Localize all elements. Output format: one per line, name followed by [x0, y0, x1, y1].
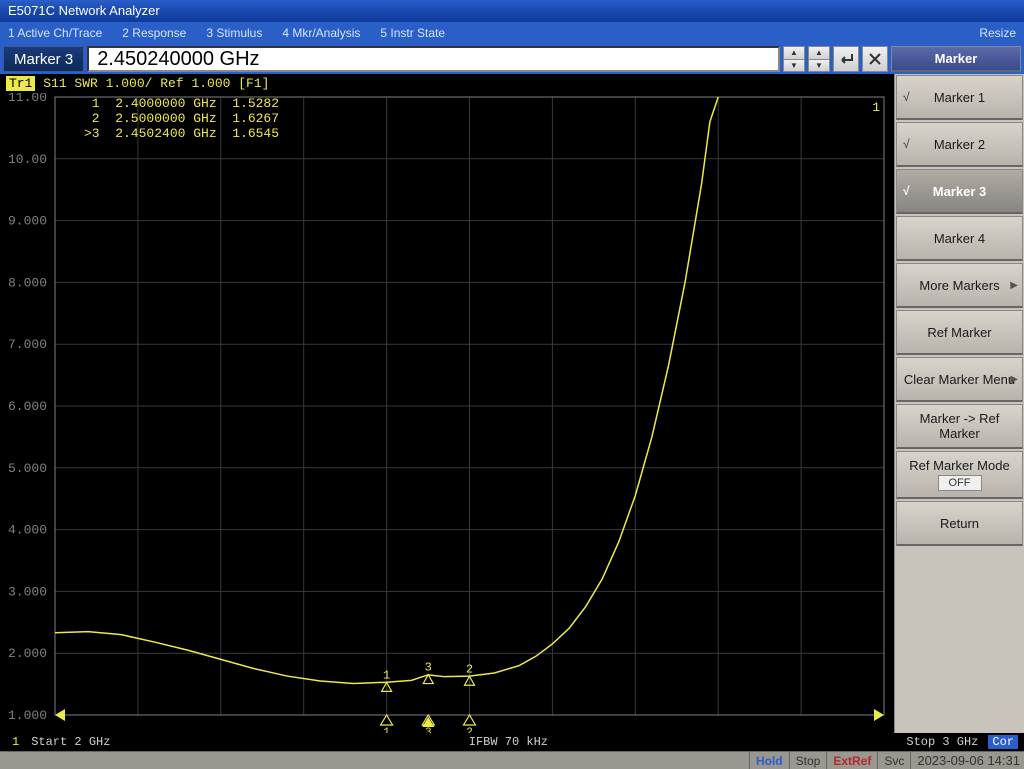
status-stop: Stop [789, 752, 827, 769]
correction-badge: Cor [988, 735, 1018, 749]
menubar: 1 Active Ch/Trace 2 Response 3 Stimulus … [0, 22, 1024, 44]
marker-readout: 1 2.4000000 GHz 1.5282 2 2.5000000 GHz 1… [84, 97, 279, 142]
svg-text:9.000: 9.000 [8, 214, 47, 229]
menu-active-ch[interactable]: 1 Active Ch/Trace [4, 24, 106, 42]
svg-text:10.00: 10.00 [8, 152, 47, 167]
ifbw-label[interactable]: IFBW 70 kHz [116, 735, 900, 749]
channel-info-bar: 1 Start 2 GHz IFBW 70 kHz Stop 3 GHz Cor [0, 733, 1024, 751]
spinner-down-icon[interactable]: ▼ [784, 60, 804, 72]
svg-text:1.000: 1.000 [8, 708, 47, 723]
menu-stimulus[interactable]: 3 Stimulus [202, 24, 266, 42]
softkey-label: Marker 3 [933, 184, 986, 199]
enter-button[interactable] [833, 46, 859, 72]
softkey-5[interactable]: More Markers ▶ [896, 263, 1023, 308]
marker-input-value[interactable]: 2.450240000 GHz [87, 46, 780, 72]
softkey-2[interactable]: √ Marker 2 [896, 122, 1023, 167]
softkey-1[interactable]: √ Marker 1 [896, 75, 1023, 120]
spinner-down-icon[interactable]: ▼ [809, 60, 829, 72]
window-titlebar: E5071C Network Analyzer [0, 0, 1024, 22]
svg-text:3.000: 3.000 [8, 584, 47, 599]
trace-header: Tr1 S11 SWR 1.000/ Ref 1.000 [F1] [0, 74, 894, 93]
status-extref: ExtRef [826, 752, 877, 769]
svg-text:2: 2 [466, 662, 473, 676]
softkey-6[interactable]: Ref Marker [896, 310, 1023, 355]
submenu-arrow-icon: ▶ [1010, 280, 1018, 291]
check-icon: √ [903, 90, 910, 104]
marker-coarse-spinner[interactable]: ▲ ▼ [808, 46, 830, 72]
plot-canvas[interactable]: 1.000 2.000 3.000 4.000 5.000 6.000 7.000 8.000… [0, 93, 894, 733]
softkey-label: Return [940, 516, 979, 531]
close-button[interactable] [862, 46, 888, 72]
check-icon: √ [903, 184, 910, 198]
softkey-label: Ref Marker [927, 325, 991, 340]
softkey-4[interactable]: Marker 4 [896, 216, 1023, 261]
softkey-3[interactable]: √ Marker 3 [896, 169, 1023, 214]
start-freq-label[interactable]: Start 2 GHz [25, 735, 116, 749]
softkey-label: Marker 4 [934, 231, 985, 246]
status-datetime: 2023-09-06 14:31 [910, 752, 1024, 769]
trace-label-active[interactable]: Tr1 [6, 76, 35, 91]
softkey-label: Ref Marker Mode [909, 458, 1009, 473]
softkey-title: Marker [891, 46, 1021, 72]
svg-text:3: 3 [425, 727, 432, 733]
trace-format-label: S11 SWR 1.000/ Ref 1.000 [F1] [43, 76, 269, 91]
svg-text:1: 1 [383, 668, 390, 682]
plot-panel: Tr1 S11 SWR 1.000/ Ref 1.000 [F1] 1.000 2… [0, 74, 894, 733]
marker-fine-spinner[interactable]: ▲ ▼ [783, 46, 805, 72]
stop-freq-label[interactable]: Stop 3 GHz [900, 735, 984, 749]
marker-input-label: Marker 3 [3, 46, 84, 72]
window-title: E5071C Network Analyzer [8, 3, 160, 18]
svg-text:2: 2 [466, 727, 473, 733]
softkey-8[interactable]: Marker -> Ref Marker [896, 404, 1023, 449]
spinner-up-icon[interactable]: ▲ [809, 47, 829, 60]
swr-chart: 1.000 2.000 3.000 4.000 5.000 6.000 7.000 8.000… [0, 93, 894, 733]
softkey-7[interactable]: Clear Marker Menu▶ [896, 357, 1023, 402]
main-area: Tr1 S11 SWR 1.000/ Ref 1.000 [F1] 1.000 2… [0, 74, 1024, 733]
svg-text:4.000: 4.000 [8, 523, 47, 538]
menu-resize[interactable]: Resize [975, 24, 1020, 42]
menu-mkr-analysis[interactable]: 4 Mkr/Analysis [278, 24, 364, 42]
softkey-panel: √ Marker 1 √ Marker 2 √ Marker 3 Marker 4 More … [894, 74, 1024, 733]
status-hold[interactable]: Hold [749, 752, 789, 769]
softkey-9[interactable]: Ref Marker Mode OFF [896, 451, 1023, 499]
svg-text:2.000: 2.000 [8, 646, 47, 661]
svg-text:7.000: 7.000 [8, 337, 47, 352]
menu-instr-state[interactable]: 5 Instr State [376, 24, 449, 42]
softkey-label: Marker 2 [934, 137, 985, 152]
softkey-10[interactable]: Return [896, 501, 1023, 546]
spinner-up-icon[interactable]: ▲ [784, 47, 804, 60]
softkey-label: Marker -> Ref Marker [901, 411, 1018, 441]
svg-text:6.000: 6.000 [8, 399, 47, 414]
svg-text:5.000: 5.000 [8, 461, 47, 476]
menu-response[interactable]: 2 Response [118, 24, 190, 42]
softkey-label: More Markers [919, 278, 999, 293]
marker-input-bar: Marker 3 2.450240000 GHz ▲ ▼ ▲ ▼ Marker [0, 44, 1024, 74]
status-svc: Svc [877, 752, 910, 769]
svg-text:1: 1 [383, 727, 390, 733]
submenu-arrow-icon: ▶ [1010, 374, 1018, 385]
softkey-sub-value: OFF [938, 475, 982, 491]
softkey-label: Clear Marker Menu [904, 372, 1015, 387]
svg-text:1: 1 [872, 100, 880, 115]
check-icon: √ [903, 137, 910, 151]
svg-text:3: 3 [425, 661, 432, 675]
channel-number: 1 [6, 735, 25, 749]
softkey-label: Marker 1 [934, 90, 985, 105]
status-bar: Hold Stop ExtRef Svc 2023-09-06 14:31 [0, 751, 1024, 769]
svg-text:11.00: 11.00 [8, 93, 47, 105]
svg-text:8.000: 8.000 [8, 275, 47, 290]
